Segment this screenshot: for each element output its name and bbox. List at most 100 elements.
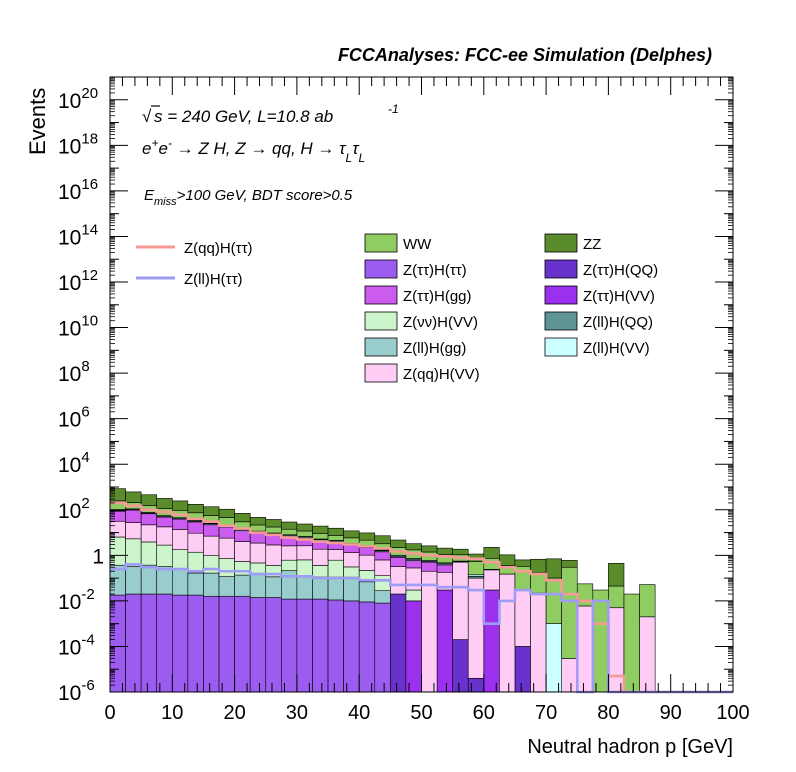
- bar-zhvv-19: [405, 589, 422, 602]
- bar-zllhgg-4: [172, 568, 189, 596]
- bar-zllhgg-15: [343, 576, 360, 602]
- bar-zz-16: [358, 532, 376, 541]
- legend-swatch-2: [364, 259, 398, 279]
- bar-zhvv-13: [312, 565, 329, 578]
- bar-zqqhvv-32: [608, 607, 625, 693]
- bar-zz-1: [125, 491, 142, 503]
- bar-zh-4: [172, 594, 189, 693]
- legend-swatch-4: [364, 285, 398, 305]
- bar-zhgg-15: [343, 544, 360, 553]
- bar-zz-3: [156, 498, 173, 509]
- y-tick-label-1e4: 104: [58, 449, 90, 477]
- bar-zhgg-16: [358, 547, 376, 556]
- bar-zllhgg-6: [203, 572, 220, 597]
- bar-zh-17: [374, 602, 391, 693]
- bar-zz-25: [499, 554, 516, 566]
- bar-zhgg-6: [203, 524, 220, 537]
- bar-zqqhvv-15: [343, 552, 360, 568]
- bar-zz-8: [234, 513, 251, 523]
- legend-entry-10: Z(qq)H(VV): [403, 366, 480, 383]
- bar-zz-21: [436, 547, 453, 555]
- bar-zhgg-17: [374, 551, 391, 561]
- bar-zllhgg-2: [140, 564, 158, 595]
- y-tick-label-1e18: 1018: [58, 130, 98, 158]
- process-tau2: τ: [352, 139, 360, 158]
- legend-entry-0: WW: [403, 236, 432, 253]
- bar-ww-23: [467, 561, 485, 576]
- legend-entry-1: ZZ: [583, 236, 601, 253]
- bar-zllhgg-1: [125, 566, 142, 595]
- signal-line-1: [110, 563, 733, 694]
- x-axis-label: Neutral hadron p [GeV]: [527, 736, 733, 758]
- legend-label-0: Z(qq)H(ττ): [184, 240, 253, 257]
- bar-zhgg-3: [156, 516, 173, 528]
- bar-zqqhvv-11: [281, 545, 298, 561]
- legend-entry-5: Z(ττ)H(VV): [583, 288, 655, 305]
- legend-swatch-5: [544, 285, 578, 305]
- bar-zqqhvv-25: [499, 573, 516, 693]
- bar-zhqq-18: [390, 593, 407, 693]
- x-tick-label-0: 0: [104, 702, 115, 724]
- bar-zqqhvv-18: [390, 566, 407, 595]
- y-tick-label-1e16: 1016: [58, 176, 98, 204]
- x-tick-label-30: 30: [286, 702, 308, 724]
- legend-swatch-9: [544, 337, 578, 357]
- bar-zhgg-19: [405, 560, 422, 569]
- bar-zhgg-20: [421, 561, 438, 572]
- bar-zllhgg-12: [296, 575, 313, 600]
- bar-zhgg-4: [172, 518, 189, 530]
- bar-zz-7: [218, 508, 235, 518]
- bar-ww-11: [281, 528, 298, 536]
- legend-entry-2: Z(ττ)H(ττ): [403, 262, 467, 279]
- bar-zhvv-17: [374, 575, 391, 592]
- process-electron2: e: [158, 139, 167, 158]
- legend-swatch-3: [544, 259, 578, 279]
- legend-swatch-0: [364, 233, 398, 253]
- bar-zz-19: [405, 543, 422, 551]
- bar-ww-10: [265, 526, 282, 534]
- bar-zz-4: [172, 500, 189, 511]
- bar-zhqq-22: [452, 639, 469, 693]
- bar-zllhgg-10: [265, 576, 282, 598]
- bar-zllhgg-13: [312, 576, 329, 600]
- bar-zh-2: [140, 593, 158, 693]
- bar-zllhvv-28: [545, 623, 562, 693]
- legend-swatch-8: [364, 337, 398, 357]
- bar-zqqhvv-3: [156, 526, 173, 546]
- bar-zqqhvv-1: [125, 522, 142, 540]
- bar-zqqhvv-8: [234, 541, 251, 562]
- y-tick-label-1: 1: [92, 545, 104, 568]
- bar-zqqhvv-30: [576, 605, 594, 693]
- bar-zz-13: [312, 525, 329, 534]
- bar-zqqhvv-27: [530, 593, 547, 693]
- bar-zhvv-5: [187, 551, 204, 574]
- bar-zhvv-24: [483, 589, 500, 693]
- bar-zqqhvv-24: [483, 569, 500, 591]
- bar-zllhgg-14: [327, 576, 344, 601]
- legend-entry-3: Z(ττ)H(QQ): [583, 262, 658, 279]
- bar-zh-13: [312, 598, 329, 693]
- bar-zhvv-2: [140, 541, 158, 566]
- process-sub-l1: L: [346, 151, 353, 165]
- bar-ww-24: [483, 557, 500, 570]
- bar-zqqhvv-7: [218, 537, 235, 559]
- sqrt-symbol: √: [142, 107, 152, 126]
- cut-e: E: [144, 187, 155, 204]
- cut-sub: miss: [154, 196, 177, 208]
- bar-zhvv-19: [405, 600, 422, 693]
- y-axis-label: Events: [25, 88, 50, 155]
- bar-ww-29: [561, 566, 578, 659]
- bar-zz-26: [514, 559, 531, 567]
- bar-ww-34: [639, 584, 656, 618]
- y-tick-label-1e10: 1010: [58, 313, 98, 341]
- bar-zqqhvv-6: [203, 535, 220, 556]
- x-tick-label-80: 80: [597, 702, 619, 724]
- bar-ww-7: [218, 517, 235, 526]
- bar-zqqhvv-29: [561, 658, 578, 693]
- y-tick-label-1e-4: 10-4: [58, 631, 95, 659]
- bar-zz-32: [608, 563, 625, 587]
- bar-ww-14: [327, 535, 344, 541]
- x-tick-label-10: 10: [161, 702, 183, 724]
- bar-zllhgg-8: [234, 574, 251, 597]
